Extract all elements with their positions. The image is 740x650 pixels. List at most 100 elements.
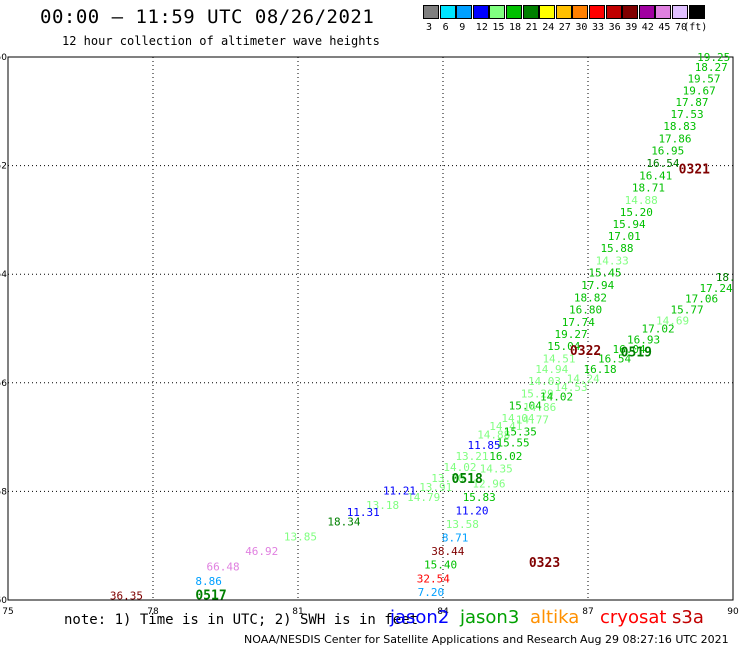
wave-height-reading: 18.83 bbox=[663, 120, 696, 133]
scale-swatch bbox=[555, 5, 572, 19]
scale-swatch bbox=[622, 5, 639, 19]
wave-height-reading: 14.79 bbox=[407, 491, 440, 504]
wave-height-reading: 16.95 bbox=[651, 144, 684, 157]
wave-height-reading: 15.35 bbox=[504, 426, 537, 439]
wave-height-reading: 17.86 bbox=[658, 132, 691, 145]
scale-label: 30 bbox=[575, 22, 588, 33]
pass-time-label: 0518 bbox=[452, 472, 483, 487]
footer-note: note: 1) Time is in UTC; 2) SWH is in fe… bbox=[64, 612, 419, 628]
scale-label: 12 bbox=[475, 22, 488, 33]
wave-height-reading: 15.29 bbox=[521, 388, 554, 401]
wave-height-reading: 32.54 bbox=[417, 572, 450, 585]
wave-height-reading: 14.04 bbox=[501, 412, 534, 425]
wave-height-reading: 14.51 bbox=[542, 352, 575, 365]
pass-time-label: 0321 bbox=[679, 162, 710, 177]
wave-height-reading: 66.48 bbox=[207, 560, 240, 573]
mission-altika: altika bbox=[530, 607, 580, 628]
wave-height-reading: 13.85 bbox=[284, 530, 317, 543]
wave-height-reading: 16.18 bbox=[584, 363, 617, 376]
wave-height-reading: 11.21 bbox=[383, 484, 416, 497]
wave-height-reading: 14.35 bbox=[480, 463, 513, 476]
wave-height-reading: 16.54 bbox=[598, 352, 631, 365]
wave-height-reading: 18. bbox=[716, 271, 736, 284]
wave-height-reading: 16.41 bbox=[639, 169, 672, 182]
wave-height-reading: 18.82 bbox=[574, 292, 607, 305]
wave-height-reading: 17.06 bbox=[685, 293, 718, 306]
wave-height-reading: 14.94 bbox=[535, 363, 568, 376]
scale-swatch bbox=[439, 5, 456, 19]
wave-height-reading: 15.04 bbox=[547, 340, 580, 353]
wave-height-reading: 17.02 bbox=[642, 323, 675, 336]
wave-height-reading: 11.31 bbox=[347, 506, 380, 519]
wave-height-reading: 17.24 bbox=[700, 282, 733, 295]
wave-height-reading: 14.69 bbox=[656, 314, 689, 327]
scale-swatch bbox=[506, 5, 522, 19]
wave-height-reading: 13.70 bbox=[431, 472, 464, 485]
wave-height-reading: 16.04 bbox=[613, 343, 646, 356]
wave-height-reading: 13.21 bbox=[455, 450, 488, 463]
wave-height-reading: 16.02 bbox=[489, 450, 522, 463]
wave-height-reading: 15.45 bbox=[588, 267, 621, 280]
wave-height-reading: 15.40 bbox=[424, 559, 457, 572]
wave-height-reading: 15.83 bbox=[463, 491, 496, 504]
y-tick-label: -58 bbox=[0, 487, 7, 497]
wave-height-reading: 16.80 bbox=[569, 303, 602, 316]
wave-height-reading: 16.54 bbox=[646, 157, 679, 170]
wave-height-reading: 17.53 bbox=[671, 108, 704, 121]
wave-height-reading: 15.04 bbox=[509, 400, 542, 413]
wave-height-reading: 11.20 bbox=[455, 504, 488, 517]
wave-height-reading: 14.77 bbox=[516, 414, 549, 427]
wave-height-reading: 18.27 bbox=[695, 61, 728, 74]
y-tick-label: -60 bbox=[0, 596, 7, 606]
scale-label: 3 bbox=[426, 22, 433, 33]
wave-height-reading: 17.94 bbox=[581, 279, 614, 292]
scale-swatch bbox=[472, 5, 489, 19]
mission-jason2: jason2 bbox=[390, 607, 450, 628]
scale-label: 33 bbox=[592, 22, 605, 33]
wave-height-reading: 15.94 bbox=[613, 218, 646, 231]
scale-swatch bbox=[456, 5, 473, 19]
wave-height-reading: 19.27 bbox=[555, 328, 588, 341]
wave-height-reading: 38.44 bbox=[431, 545, 464, 558]
scale-swatch bbox=[539, 5, 556, 19]
wave-height-reading: 18.71 bbox=[632, 181, 665, 194]
wave-height-reading: 14.33 bbox=[596, 255, 629, 268]
page-title: 00:00 – 11:59 UTC 08/26/2021 bbox=[40, 6, 375, 28]
wave-height-reading: 17.74 bbox=[562, 316, 595, 329]
wave-height-reading: 16.93 bbox=[627, 333, 660, 346]
wave-height-reading: 12.96 bbox=[472, 477, 505, 490]
wave-height-reading: 15.77 bbox=[671, 303, 704, 316]
scale-swatch bbox=[423, 5, 439, 19]
scale-label: 6 bbox=[442, 22, 449, 33]
scale-swatch bbox=[688, 5, 705, 19]
wave-height-reading: 8.71 bbox=[442, 532, 469, 545]
wave-height-reading: 14.24 bbox=[567, 372, 600, 385]
wave-height-reading: 13.18 bbox=[366, 499, 399, 512]
wave-height-reading: 13.91 bbox=[419, 481, 452, 494]
wave-height-reading: 17.01 bbox=[608, 230, 641, 243]
wave-height-reading: 14.02 bbox=[540, 390, 573, 403]
scale-swatch bbox=[489, 5, 506, 19]
map-frame bbox=[7, 56, 734, 601]
x-tick-label: 84 bbox=[437, 607, 449, 617]
wave-height-reading: 14.41 bbox=[489, 420, 522, 433]
pass-time-label: 0517 bbox=[195, 589, 226, 604]
scale-label: 39 bbox=[625, 22, 638, 33]
scale-swatch bbox=[638, 5, 655, 19]
scale-label: 21 bbox=[525, 22, 538, 33]
x-tick-label: 75 bbox=[2, 607, 13, 617]
wave-height-reading: 15.88 bbox=[600, 242, 633, 255]
pass-time-label: 0519 bbox=[621, 345, 652, 360]
pass-time-label: 0322 bbox=[570, 344, 601, 359]
wave-height-reading: 11.85 bbox=[468, 439, 501, 452]
scale-label: 36 bbox=[608, 22, 621, 33]
x-tick-label: 78 bbox=[147, 607, 159, 617]
scale-unit: (ft) bbox=[683, 22, 708, 33]
scale-label: 24 bbox=[542, 22, 555, 33]
wave-height-reading: 14.88 bbox=[477, 428, 510, 441]
wave-height-reading: 17.87 bbox=[675, 96, 708, 109]
x-tick-label: 87 bbox=[582, 607, 593, 617]
wave-height-reading: 14.03 bbox=[528, 375, 561, 388]
scale-label: 45 bbox=[658, 22, 671, 33]
y-tick-label: -52 bbox=[0, 162, 7, 172]
